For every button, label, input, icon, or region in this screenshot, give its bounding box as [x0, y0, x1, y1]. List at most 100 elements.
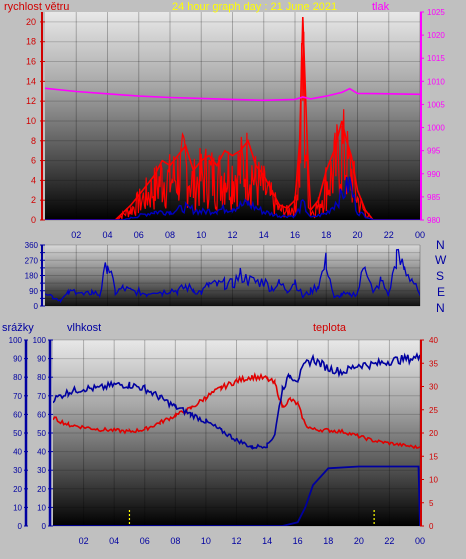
humidity-y-tick-label: 100	[33, 336, 47, 345]
climate-x-tick-label: 06	[140, 536, 150, 546]
wind-y-tick-label: 8	[31, 136, 36, 146]
direction-label-n-top: N	[436, 238, 445, 252]
rain-y-tick-label: 100	[9, 336, 23, 345]
climate-series	[53, 352, 420, 526]
rain-line	[53, 465, 420, 526]
humidity-y-tick-label: 0	[42, 522, 47, 531]
rain-y-tick-label: 90	[13, 355, 22, 364]
wind-x-tick-label: 12	[227, 230, 237, 240]
temp-y-tick-label: 35	[429, 359, 438, 368]
humidity-y-tick-label: 50	[37, 429, 46, 438]
humidity-line	[53, 352, 420, 451]
pressure-y-tick-label: 1010	[427, 77, 445, 86]
climate-x-tick-label: 20	[354, 536, 364, 546]
temp-y-tick-label: 30	[429, 383, 438, 392]
wind-direction-line	[45, 248, 420, 304]
humidity-y-tick-label: 40	[37, 448, 46, 457]
temperature-label: teplota	[313, 322, 347, 334]
climate-x-tick-label: 14	[262, 536, 272, 546]
wind-x-tick-label: 14	[259, 230, 269, 240]
wind-gust-line	[45, 31, 420, 220]
wind-y-tick-label: 14	[26, 76, 36, 86]
humidity-y-tick-label: 90	[37, 355, 46, 364]
wind-x-tick-label: 18	[321, 230, 331, 240]
direction-y-tick-label: 180	[25, 272, 39, 281]
temp-y-tick-label: 20	[429, 429, 438, 438]
wind-y-tick-label: 12	[26, 96, 36, 106]
pressure-y-tick-label: 990	[427, 170, 441, 179]
humidity-y-tick-label: 60	[37, 410, 46, 419]
page-title: 24 hour graph day : 21 June 2021	[172, 1, 337, 13]
wind-series	[45, 16, 420, 220]
humidity-label: vlhkost	[67, 322, 101, 334]
direction-y-tick-label: 360	[25, 241, 39, 250]
wind-speed-label: rychlost větru	[4, 1, 69, 13]
wind-y-tick-label: 20	[26, 17, 36, 27]
pressure-y-tick-label: 1005	[427, 100, 445, 109]
temp-y-tick-label: 40	[429, 336, 438, 345]
wind-x-tick-label: 20	[352, 230, 362, 240]
temp-y-tick-label: 25	[429, 406, 438, 415]
climate-plot-area	[53, 340, 420, 526]
direction-axes: 0 90 180 270 360	[25, 241, 45, 311]
humidity-y-tick-label: 10	[37, 503, 46, 512]
humidity-y-tick-label: 70	[37, 392, 46, 401]
wind-gust-envelope	[45, 16, 420, 220]
direction-y-tick-label: 270	[25, 256, 39, 265]
direction-label-s: S	[436, 269, 444, 283]
climate-x-tick-label: 04	[109, 536, 119, 546]
rain-y-tick-label: 20	[13, 485, 22, 494]
wind-x-tick-label: 04	[102, 230, 112, 240]
pressure-y-tick-label: 1020	[427, 31, 445, 40]
wind-x-tick-label: 16	[290, 230, 300, 240]
temp-y-tick-label: 15	[429, 452, 438, 461]
wind-y-tick-label: 4	[31, 175, 36, 185]
climate-x-tick-label: 16	[293, 536, 303, 546]
climate-x-tick-label: 08	[170, 536, 180, 546]
wind-x-tick-label: 02	[71, 230, 81, 240]
pressure-line	[45, 87, 420, 102]
wind-x-tick-label: 00	[415, 230, 425, 240]
wind-x-tick-label: 10	[196, 230, 206, 240]
humidity-y-tick-label: 80	[37, 373, 46, 382]
temperature-line	[53, 372, 420, 450]
direction-label-e: E	[437, 285, 445, 299]
temp-y-tick-label: 10	[429, 476, 438, 485]
rain-y-tick-label: 60	[13, 410, 22, 419]
wind-x-tick-label: 22	[384, 230, 394, 240]
climate-x-tick-label: 12	[231, 536, 241, 546]
direction-label-n-bottom: N	[436, 301, 445, 315]
wind-y-tick-label: 16	[26, 57, 36, 67]
direction-plot-area	[45, 245, 420, 306]
temp-y-tick-label: 0	[429, 522, 434, 531]
rain-label: srážky	[2, 322, 34, 334]
wind-axes: 02 04 06 08 10 12 14 16 18 20 22 000246810121416182…	[26, 8, 445, 240]
direction-label-w: W	[435, 253, 447, 267]
climate-x-tick-label: 02	[79, 536, 89, 546]
wind-average-line	[45, 176, 420, 220]
humidity-y-tick-label: 20	[37, 485, 46, 494]
rain-y-tick-label: 50	[13, 429, 22, 438]
rain-y-tick-label: 80	[13, 373, 22, 382]
wind-y-tick-label: 18	[26, 37, 36, 47]
wind-y-tick-label: 10	[26, 116, 36, 126]
rain-y-tick-label: 10	[13, 503, 22, 512]
pressure-y-tick-label: 980	[427, 216, 441, 225]
climate-x-tick-label: 18	[323, 536, 333, 546]
wind-x-tick-label: 08	[165, 230, 175, 240]
pressure-y-tick-label: 1015	[427, 54, 445, 63]
rain-y-tick-label: 40	[13, 448, 22, 457]
pressure-y-tick-label: 995	[427, 147, 441, 156]
humidity-y-tick-label: 30	[37, 466, 46, 475]
climate-x-tick-label: 10	[201, 536, 211, 546]
wind-x-tick-label: 06	[134, 230, 144, 240]
climate-x-tick-label: 22	[384, 536, 394, 546]
wind-y-tick-label: 0	[31, 215, 36, 225]
direction-y-tick-label: 90	[29, 287, 38, 296]
rain-y-tick-label: 0	[18, 522, 23, 531]
temp-y-tick-label: 5	[429, 499, 434, 508]
direction-y-tick-label: 0	[34, 302, 39, 311]
